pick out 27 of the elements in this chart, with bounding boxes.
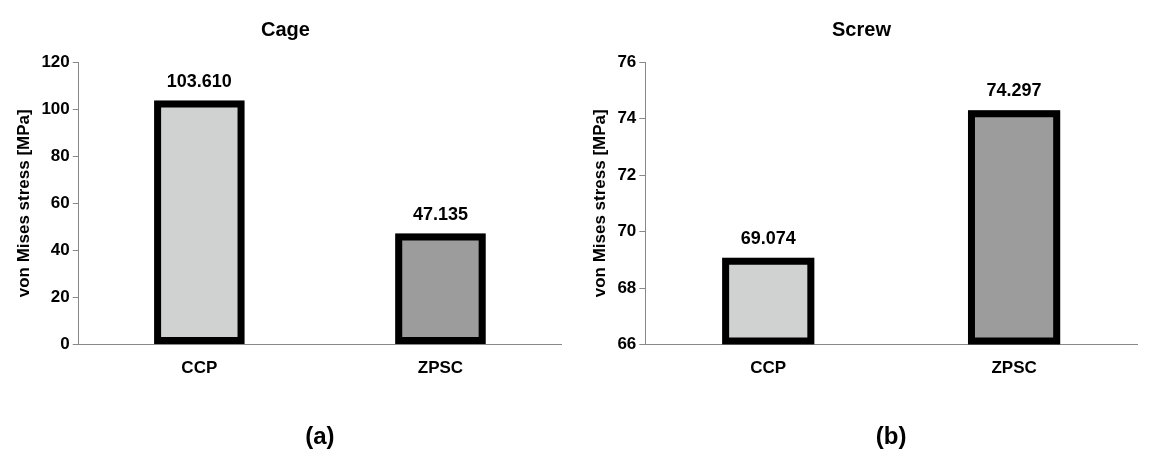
x-tick-label: ZPSC <box>417 358 464 378</box>
y-tick-label: 0 <box>60 334 70 354</box>
x-tick-label: CCP <box>181 358 218 378</box>
y-tick-label: 76 <box>617 51 637 71</box>
data-label: 69.074 <box>740 227 796 248</box>
data-label: 47.135 <box>412 203 468 224</box>
y-axis-title: von Mises stress [MPa] <box>589 109 609 298</box>
y-axis-title: von Mises stress [MPa] <box>13 109 33 298</box>
y-tick-label: 68 <box>617 277 637 297</box>
y-tick-label: 20 <box>50 287 70 307</box>
y-tick-label: 70 <box>617 221 637 241</box>
text: (a) <box>305 421 335 449</box>
y-tick-label: 100 <box>41 98 70 118</box>
chart-title: Cage <box>261 17 310 40</box>
data-label: 103.610 <box>166 70 232 91</box>
x-tick-label: ZPSC <box>991 358 1037 378</box>
y-tick-label: 80 <box>50 145 70 165</box>
y-tick-label: 120 <box>41 51 70 71</box>
data-label: 74.297 <box>986 80 1042 101</box>
y-tick-label: 72 <box>617 164 637 184</box>
y-tick-label: 40 <box>50 240 70 260</box>
x-tick-label: CCP <box>750 358 787 378</box>
chart-title: Screw <box>832 17 892 40</box>
y-tick-label: 66 <box>617 334 637 354</box>
y-tick-label: 60 <box>50 192 70 212</box>
text: (b) <box>875 421 907 449</box>
y-tick-label: 74 <box>617 108 637 128</box>
